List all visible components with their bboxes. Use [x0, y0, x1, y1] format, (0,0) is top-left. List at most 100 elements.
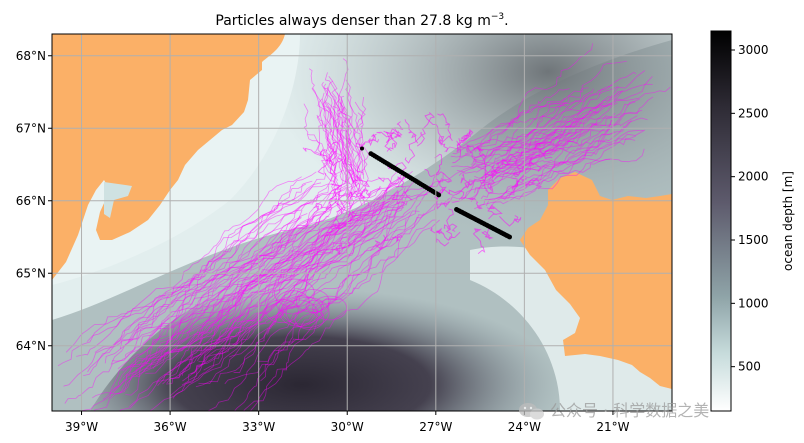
trajectory-core — [362, 185, 381, 198]
particle-trajectories — [57, 43, 671, 411]
trajectory-ne — [441, 121, 576, 181]
trajectory-sw — [142, 185, 330, 346]
trajectory-ne — [501, 102, 618, 199]
release-point — [360, 146, 364, 151]
x-tick-label: 21°W — [596, 420, 629, 434]
trajectory-eddy — [305, 299, 325, 313]
trajectory-ne — [514, 96, 654, 155]
trajectory-core — [509, 154, 542, 172]
trajectory-sw — [157, 173, 349, 386]
colorbar-tick-label: 2500 — [738, 106, 769, 120]
x-tick-label: 36°W — [154, 420, 187, 434]
trajectory-sw — [195, 198, 403, 388]
trajectory-ne — [470, 86, 619, 166]
trajectory-north — [332, 92, 344, 175]
trajectory-eddy — [312, 295, 348, 321]
trajectory-ne — [450, 102, 610, 159]
trajectory-core — [511, 177, 528, 191]
trajectory-sw — [257, 213, 425, 362]
trajectory-sw — [249, 203, 405, 411]
trajectory-core — [313, 202, 333, 211]
y-tick-label: 68°N — [16, 49, 46, 63]
trajectory-sw — [122, 187, 382, 379]
trajectory-core — [391, 189, 413, 206]
trajectory-ne — [471, 130, 615, 201]
iceland-land — [520, 172, 672, 389]
map-frame — [51, 33, 673, 412]
trajectory-core — [378, 176, 405, 188]
y-tick-label: 67°N — [16, 121, 46, 135]
trajectory-north — [323, 83, 335, 175]
colorbar-tick-label: 3000 — [738, 43, 769, 57]
trajectory-sw — [233, 210, 420, 374]
trajectory-ne — [451, 120, 583, 204]
trajectory-north — [343, 106, 356, 210]
trajectory-core — [437, 179, 453, 193]
trajectory-ne — [504, 100, 636, 195]
map-title: Particles always denser than 27.8 kg m−3… — [215, 12, 508, 29]
trajectory-core — [457, 143, 484, 153]
trajectory-core — [456, 130, 472, 146]
trajectory-north — [345, 79, 370, 185]
trajectory-sw — [198, 207, 405, 385]
trajectory-ne — [452, 88, 570, 155]
trajectory-core — [481, 225, 494, 240]
trajectory-north — [312, 87, 353, 201]
trajectory-ne — [478, 71, 637, 152]
trajectory-ne — [455, 127, 602, 196]
trajectory-core — [350, 174, 370, 188]
trajectory-sw — [145, 174, 353, 374]
trajectory-sw — [198, 170, 413, 363]
trajectory-ne — [477, 88, 594, 168]
trajectory-ne — [444, 97, 566, 153]
trajectory-ne — [447, 144, 573, 202]
trajectory-core — [485, 179, 496, 194]
trajectory-core — [404, 131, 422, 164]
trajectory-core — [370, 234, 387, 252]
trajectory-core — [472, 165, 498, 179]
x-tick-label: 39°W — [65, 420, 98, 434]
trajectory-sw — [87, 183, 338, 373]
trajectory-eddy — [273, 278, 315, 308]
trajectory-core — [525, 178, 542, 190]
trajectory-sw — [122, 215, 301, 372]
trajectory-core — [335, 237, 351, 256]
trajectory-core — [496, 158, 512, 169]
trajectory-core — [384, 130, 403, 152]
colorbar-tick-label: 1000 — [738, 296, 769, 310]
trajectory-sw — [117, 172, 327, 370]
trajectory-north — [322, 108, 364, 197]
x-tick-label: 30°W — [331, 420, 364, 434]
trajectory-core — [393, 121, 404, 139]
trajectory-core — [330, 217, 347, 230]
trajectory-sw — [169, 191, 400, 397]
trajectory-sw — [135, 178, 361, 377]
trajectory-ne — [473, 109, 599, 163]
trajectory-sw — [158, 170, 440, 349]
trajectory-sw — [152, 195, 406, 369]
trajectory-sw — [79, 213, 308, 411]
trajectory-core — [424, 115, 449, 153]
trajectory-core — [452, 138, 462, 164]
trajectory-sw — [224, 200, 439, 385]
trajectory-sw — [215, 181, 415, 345]
trajectory-north — [323, 87, 339, 181]
colorbar-tick-label: 1500 — [738, 233, 769, 247]
trajectory-sw — [102, 210, 326, 400]
trajectory-north — [325, 101, 361, 181]
y-tick-label: 65°N — [16, 266, 46, 280]
trajectory-north — [316, 114, 344, 204]
trajectory-core — [533, 142, 553, 159]
colorbar-ticks: 3000 2500 2000 1500 1000 500 — [731, 43, 769, 374]
trajectory-ne — [496, 76, 653, 165]
trajectory-sw — [113, 218, 311, 392]
fjord — [104, 182, 132, 218]
trajectory-ne — [506, 70, 646, 152]
map-panel — [52, 34, 672, 411]
trajectory-ne — [506, 119, 612, 166]
trajectory-core — [355, 135, 376, 148]
trajectory-ne — [451, 101, 566, 169]
trajectory-core — [512, 161, 535, 178]
trajectory-sw — [189, 205, 405, 381]
trajectory-north — [327, 86, 354, 185]
